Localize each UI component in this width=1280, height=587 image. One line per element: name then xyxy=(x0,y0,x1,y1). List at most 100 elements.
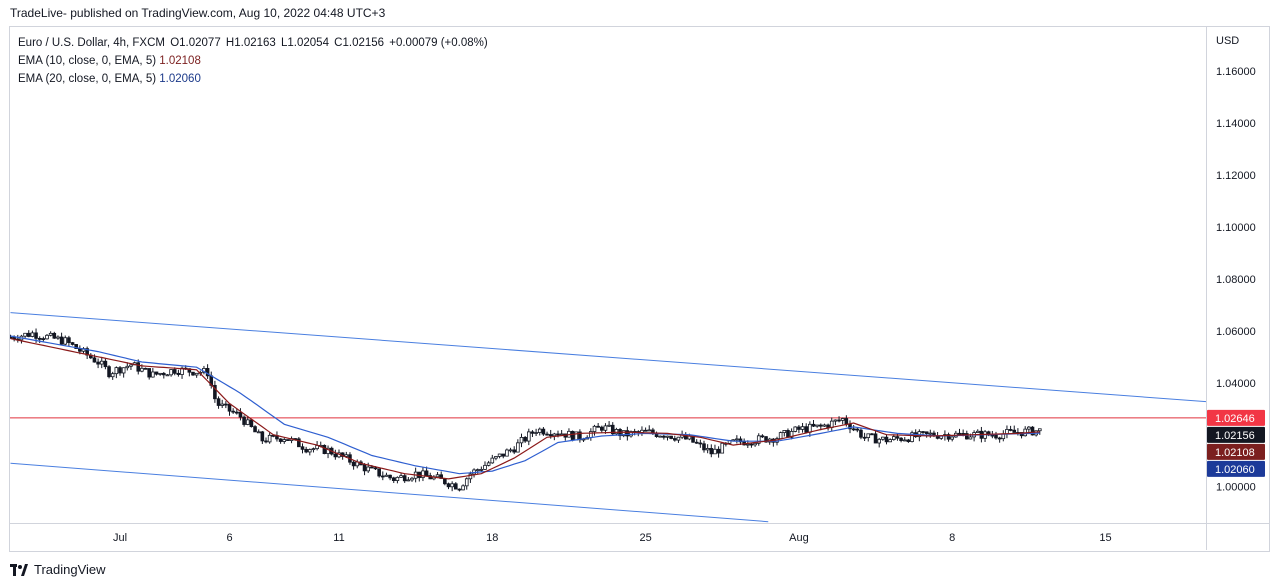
candle-body xyxy=(906,439,911,443)
y-tick-label: 1.10000 xyxy=(1216,222,1256,234)
candle-body xyxy=(453,483,458,490)
candle-body xyxy=(121,367,126,374)
channel-lower-line xyxy=(10,462,769,523)
symbol-row: Euro / U.S. Dollar, 4h, FXCM O1.02077 H1… xyxy=(18,34,490,52)
candle-body xyxy=(461,485,465,491)
candle-body xyxy=(840,418,845,421)
y-tick-label: 1.08000 xyxy=(1216,274,1256,286)
ema10-value: 1.02108 xyxy=(159,55,201,67)
candle-body xyxy=(994,434,998,439)
candle-body xyxy=(377,468,381,477)
candle-body xyxy=(815,424,819,427)
candle-body xyxy=(96,361,100,365)
candle-body xyxy=(26,332,31,337)
candle-body xyxy=(158,372,162,375)
ema20-label: EMA (20, close, 0, EMA, 5) xyxy=(18,73,157,85)
candle-body xyxy=(391,477,396,481)
candle-body xyxy=(527,431,531,442)
candle-body xyxy=(793,426,798,432)
candle-body xyxy=(946,434,951,440)
ema10-row: EMA (10, close, 0, EMA, 5) 1.02108 xyxy=(18,52,490,70)
candle-body xyxy=(286,439,290,441)
candle-body xyxy=(961,433,965,435)
candle-body xyxy=(519,436,524,444)
candle-body xyxy=(643,429,648,432)
candle-body xyxy=(965,433,969,440)
close-value: C1.02156 xyxy=(334,37,385,49)
candle-body xyxy=(494,456,498,459)
candle-body xyxy=(169,369,173,376)
candle-body xyxy=(950,436,954,440)
candle-body xyxy=(311,448,316,451)
candle-body xyxy=(34,332,38,339)
candle-body xyxy=(819,424,823,427)
candle-body xyxy=(267,434,272,443)
candle-body xyxy=(256,431,261,434)
footer-brand[interactable]: TradingView xyxy=(10,562,106,577)
candle-body xyxy=(297,438,301,448)
candle-body xyxy=(213,384,217,400)
candle-body xyxy=(151,371,155,378)
y-tick-label: 1.04000 xyxy=(1216,378,1256,390)
candle-body xyxy=(307,449,312,453)
candles xyxy=(10,328,1042,492)
candle-body xyxy=(67,337,71,343)
candle-body xyxy=(957,432,962,435)
published-caption: TradeLive- published on TradingView.com,… xyxy=(10,6,386,20)
candle-body xyxy=(486,462,491,466)
candle-body xyxy=(614,429,619,435)
candle-body xyxy=(402,475,407,482)
candle-body xyxy=(23,332,27,337)
candle-body xyxy=(892,436,896,440)
candle-body xyxy=(370,466,374,469)
price-tag-label: 1.02646 xyxy=(1215,413,1255,425)
candle-body xyxy=(129,364,133,367)
candle-body xyxy=(384,474,389,477)
candle-body xyxy=(702,443,706,451)
candle-body xyxy=(851,428,856,431)
candle-body xyxy=(556,433,560,436)
price-tag-bg xyxy=(1207,426,1265,443)
candle-body xyxy=(669,435,673,439)
candle-body xyxy=(789,430,794,438)
candle-body xyxy=(479,468,484,471)
candle-body xyxy=(749,443,754,446)
candle-body xyxy=(194,372,199,376)
candle-body xyxy=(395,476,400,481)
candle-body xyxy=(855,428,860,431)
candle-body xyxy=(48,332,53,336)
candle-body xyxy=(658,435,662,438)
candle-body xyxy=(873,433,878,444)
candle-body xyxy=(224,403,228,406)
price-tag-label: 1.02060 xyxy=(1215,464,1255,476)
candle-body xyxy=(881,436,885,440)
candle-body xyxy=(497,453,502,457)
candle-body xyxy=(662,435,666,438)
candle-body xyxy=(45,334,49,340)
candle-body xyxy=(735,438,739,441)
candle-body xyxy=(220,403,225,406)
candle-body xyxy=(52,332,57,339)
y-tick-label: 1.06000 xyxy=(1216,326,1256,338)
tradingview-logo-icon xyxy=(10,563,28,576)
currency-label: USD xyxy=(1216,35,1239,47)
high-value: H1.02163 xyxy=(225,37,276,49)
x-tick-label: 11 xyxy=(333,532,344,544)
candle-body xyxy=(103,360,108,368)
y-tick-label: 1.14000 xyxy=(1216,118,1256,130)
candle-body xyxy=(172,369,177,374)
candle-body xyxy=(600,426,604,431)
candle-body xyxy=(552,433,557,437)
candle-body xyxy=(282,439,287,442)
candle-body xyxy=(118,367,122,374)
price-tag-bg xyxy=(1207,460,1265,477)
candle-body xyxy=(822,424,827,427)
price-tag-bg xyxy=(1207,409,1265,426)
candle-body xyxy=(373,467,378,470)
candle-body xyxy=(975,430,980,433)
x-tick-label: Aug xyxy=(789,532,809,544)
chart-frame xyxy=(9,26,1270,552)
candle-body xyxy=(260,431,265,442)
candle-body xyxy=(92,357,97,363)
